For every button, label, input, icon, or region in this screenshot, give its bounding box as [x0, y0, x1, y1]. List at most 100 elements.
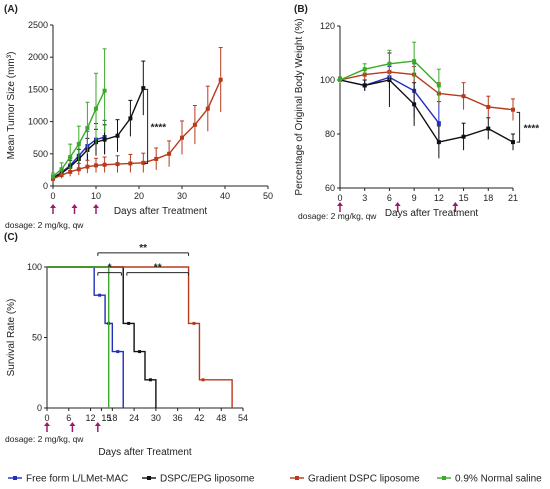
censor-mark	[138, 350, 142, 354]
data-point	[362, 67, 367, 72]
x-tick-label: 12	[86, 413, 96, 423]
y-tick-label: 1500	[28, 84, 48, 94]
dose-arrow-head	[94, 422, 101, 426]
x-tick-label: 21	[508, 193, 518, 203]
data-point	[154, 156, 159, 161]
data-point	[436, 83, 441, 88]
data-point	[338, 78, 342, 82]
survival-step-line	[47, 266, 124, 408]
y-tick-label: 500	[33, 149, 48, 159]
x-tick-label: 6	[387, 193, 392, 203]
data-point	[412, 102, 417, 107]
legend-item-free: Free form L/LMet-MAC	[8, 474, 128, 485]
legend-swatch-marker	[13, 476, 17, 480]
data-point	[94, 106, 98, 111]
y-axis-title: Percentage of Original Body Weight (%)	[294, 18, 305, 195]
legend-item-grad: Gradient DSPC liposome	[290, 474, 420, 485]
dose-arrow-head	[93, 204, 99, 208]
panel-a-label: (A)	[4, 4, 18, 15]
series-line	[52, 79, 222, 180]
legend-swatch-marker	[442, 476, 446, 480]
series-saline	[338, 41, 441, 102]
x-tick-label: 50	[263, 191, 273, 201]
significance-label: ****	[524, 123, 540, 134]
data-point	[387, 61, 392, 66]
y-axis-title: Mean Tumor Size (mm³)	[6, 52, 17, 160]
series-grad	[47, 266, 233, 408]
panel-c-label: (C)	[4, 232, 18, 243]
censor-mark	[127, 321, 131, 325]
y-tick-label: 1000	[28, 117, 48, 127]
significance-bracket	[516, 111, 521, 143]
y-tick-label: 100	[27, 262, 42, 272]
dose-arrow-head	[44, 422, 50, 426]
dosage-note: dosage: 2 mg/kg, qw	[5, 220, 84, 230]
y-tick-label: 120	[320, 21, 335, 31]
x-tick-label: 30	[151, 413, 161, 423]
data-point	[486, 105, 491, 109]
survival-step-line	[47, 266, 110, 408]
y-axis-title: Survival Rate (%)	[6, 299, 17, 377]
data-point	[141, 86, 146, 91]
dose-arrow-head	[71, 204, 78, 208]
data-point	[85, 126, 90, 131]
data-point	[180, 135, 184, 140]
significance-label: *	[108, 263, 112, 274]
dosage-note: dosage: 2 mg/kg, qw	[298, 211, 377, 221]
significance-label: ****	[151, 122, 167, 133]
y-tick-label: 2500	[28, 20, 48, 30]
series-epg	[47, 266, 157, 408]
dose-arrow-head	[452, 202, 459, 206]
data-point	[102, 162, 107, 167]
panel-c-survival: (C) 0 6 12 18 24 30 36 42 48 54 15 0 50 100 Days after…	[4, 232, 248, 458]
data-point	[76, 142, 81, 147]
significance-label: **	[139, 243, 147, 254]
y-tick-label: 0	[37, 403, 42, 413]
survival-step-line	[47, 266, 157, 408]
legend-swatch-marker	[295, 476, 299, 480]
x-tick-label: 54	[238, 413, 248, 423]
data-point	[76, 167, 81, 172]
dose-arrow-head	[50, 204, 56, 208]
data-point	[85, 164, 90, 169]
x-tick-label: 10	[91, 191, 101, 201]
data-point	[436, 140, 441, 145]
dose-arrow-head	[394, 202, 401, 206]
x-tick-label: 18	[483, 193, 493, 203]
y-tick-label: 0	[43, 181, 48, 191]
x-tick-label: 15	[459, 193, 469, 203]
censor-mark	[98, 293, 102, 297]
censor-mark	[116, 350, 120, 354]
series-line	[339, 71, 514, 111]
x-tick-label: 0	[337, 193, 342, 203]
data-point	[461, 134, 466, 139]
data-point	[167, 151, 172, 156]
x-tick-label: 12	[434, 193, 444, 203]
data-point	[511, 140, 515, 145]
y-tick-label: 100	[320, 75, 335, 85]
data-point	[141, 160, 146, 165]
panel-a-tumor-size: (A) 0 10 20 30 40 5005001000150020002500Days …	[4, 4, 273, 230]
x-tick-label: 15	[101, 413, 111, 423]
x-tick-label: 40	[220, 191, 230, 201]
data-point	[218, 77, 223, 82]
x-tick-label: 6	[66, 413, 71, 423]
data-point	[362, 83, 367, 88]
x-axis-title: Days after Treatment	[98, 447, 192, 458]
y-tick-label: 2000	[28, 52, 48, 62]
data-point	[128, 116, 133, 121]
y-tick-label: 50	[32, 333, 42, 343]
x-tick-label: 36	[173, 413, 183, 423]
legend-label: Free form L/LMet-MAC	[26, 474, 128, 485]
data-point	[192, 122, 197, 127]
data-point	[68, 155, 73, 160]
data-point	[102, 137, 107, 142]
data-point	[511, 107, 515, 112]
censor-mark	[192, 321, 196, 325]
dosage-note: dosage: 2 mg/kg, qw	[5, 434, 84, 444]
data-point	[436, 121, 441, 126]
legend-swatch-marker	[147, 476, 151, 480]
x-tick-label: 48	[216, 413, 226, 423]
y-tick-label: 60	[325, 183, 335, 193]
